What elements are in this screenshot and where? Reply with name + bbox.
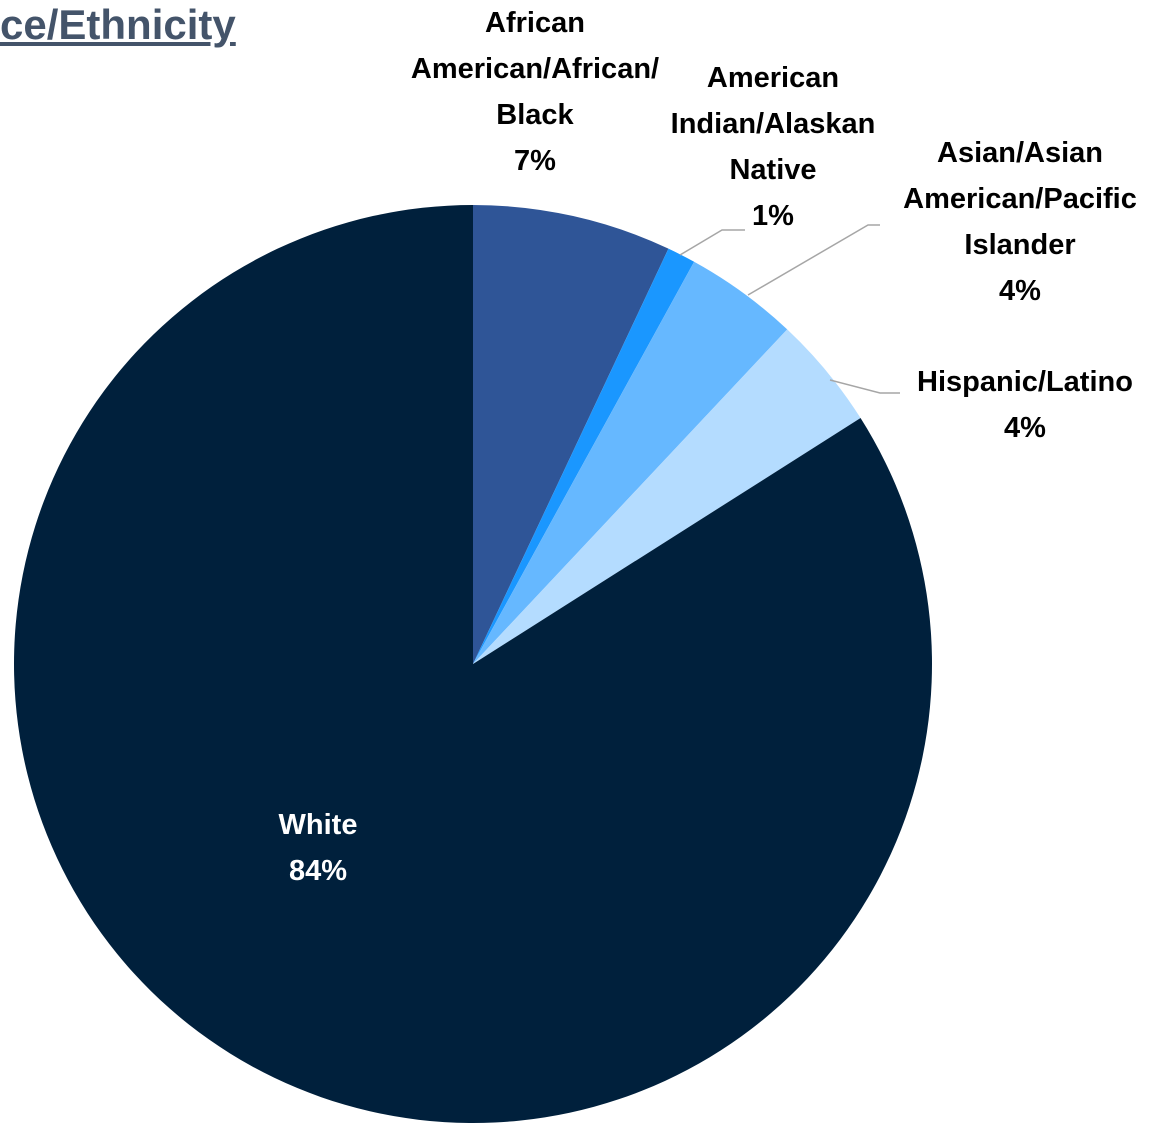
value-label: 1% (752, 200, 794, 232)
value-label: 4% (999, 275, 1041, 307)
category-label: Hispanic/Latino (917, 366, 1133, 398)
data-label: White 84% (218, 802, 418, 894)
data-label: African American/African/ Black 7% (375, 0, 695, 184)
pie-slice (473, 205, 669, 664)
data-label: American Indian/Alaskan Native 1% (643, 55, 903, 239)
chart-title: ce/Ethnicity (0, 1, 236, 48)
value-label: 4% (1004, 412, 1046, 444)
category-label: White (278, 809, 358, 841)
leader-line (747, 224, 880, 296)
leader-line (679, 229, 745, 256)
category-label: African American/African/ Black (410, 7, 660, 131)
value-label: 84% (288, 855, 348, 887)
value-label: 7% (514, 145, 556, 177)
category-label: American Indian/Alaskan Native (670, 62, 876, 186)
pie-slice (13, 205, 932, 1123)
pie-slice (473, 248, 695, 664)
pie-slice (473, 329, 861, 664)
pie (13, 205, 932, 1123)
pie-slice (473, 261, 788, 664)
category-label: Asian/Asian American/Pacific Islander (903, 137, 1137, 261)
data-label: Asian/Asian American/Pacific Islander 4% (875, 130, 1165, 314)
leader-line (829, 379, 900, 394)
data-label: Hispanic/Latino 4% (890, 359, 1160, 451)
